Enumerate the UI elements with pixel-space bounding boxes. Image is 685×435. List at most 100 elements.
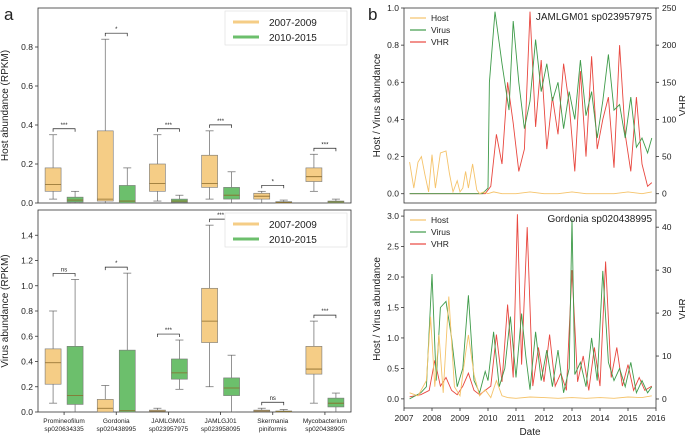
y-axis-label-left: Host / Virus abundance bbox=[372, 257, 383, 361]
x-tick-label: 2016 bbox=[647, 413, 666, 423]
box-2007-2009 bbox=[305, 346, 323, 375]
significance-label: *** bbox=[217, 213, 225, 219]
significance-label: *** bbox=[217, 119, 225, 125]
legend-label: Host bbox=[431, 13, 449, 23]
y-tick-label-left: 0.4 bbox=[387, 114, 399, 124]
box-2007-2009 bbox=[201, 154, 218, 188]
significance-label: * bbox=[272, 179, 275, 185]
series-line-host bbox=[409, 296, 652, 399]
y-tick-label: 0.2 bbox=[21, 159, 33, 169]
panel-label-b: b bbox=[368, 5, 377, 24]
significance-bracket bbox=[52, 273, 76, 277]
y-tick-label-left: 0.5 bbox=[387, 363, 399, 373]
y-tick-label-right: 50 bbox=[662, 152, 672, 162]
legend-label: 2007-2009 bbox=[269, 18, 317, 29]
plot-frame bbox=[403, 209, 657, 409]
significance-label: * bbox=[115, 27, 118, 33]
y-tick-label-right: 10 bbox=[662, 351, 672, 361]
x-tick-label: Mycobacterium bbox=[303, 418, 347, 425]
box-2007-2009 bbox=[44, 348, 62, 385]
y-axis-label: Host abundance (RPKM) bbox=[0, 50, 11, 161]
y-tick-label-left: 3.0 bbox=[387, 211, 399, 221]
y-tick-label-left: 0.6 bbox=[387, 77, 399, 87]
x-tick-label: 2010 bbox=[479, 413, 498, 423]
significance-label: *** bbox=[165, 328, 173, 334]
significance-label: *** bbox=[321, 309, 329, 315]
significance-bracket bbox=[261, 401, 285, 406]
y-tick-label-right: 200 bbox=[662, 40, 676, 50]
y-tick-label-right: 30 bbox=[662, 265, 672, 275]
legend-label: 2010-2015 bbox=[269, 235, 317, 246]
y-tick-label-left: 1.0 bbox=[387, 333, 399, 343]
y-tick-label-left: 1.0 bbox=[387, 3, 399, 13]
x-tick-label: JAMLGM01 bbox=[151, 418, 186, 425]
significance-label: *** bbox=[165, 123, 173, 129]
y-tick-label: 0.8 bbox=[21, 42, 33, 52]
legend-label: VHR bbox=[431, 239, 449, 249]
y-tick-label-left: 2.5 bbox=[387, 242, 399, 252]
significance-bracket bbox=[52, 128, 76, 132]
x-tick-label: 2014 bbox=[591, 413, 610, 423]
x-tick-label: sp020634335 bbox=[44, 426, 84, 433]
box-2010-2015 bbox=[223, 187, 240, 200]
x-tick-label: 2008 bbox=[423, 413, 442, 423]
plot-frame bbox=[37, 7, 352, 204]
significance-bracket bbox=[313, 314, 337, 319]
y-tick-label-left: 0.2 bbox=[387, 152, 399, 162]
x-tick-label: Skermania bbox=[257, 418, 288, 425]
series-line-host bbox=[409, 150, 652, 195]
plot-frame bbox=[403, 7, 657, 204]
x-tick-label: sp023957975 bbox=[149, 426, 189, 433]
y-axis-label-left: Host / Virus abundance bbox=[372, 53, 383, 157]
series-line-virus bbox=[409, 219, 653, 400]
y-tick-label: 0.0 bbox=[21, 198, 33, 208]
y-axis-label-right: VHR bbox=[678, 95, 685, 116]
box-2010-2015 bbox=[223, 377, 240, 396]
legend-frame bbox=[224, 212, 348, 248]
y-tick-label: 0.8 bbox=[21, 306, 33, 316]
y-axis-label: Virus abundance (RPKM) bbox=[0, 254, 11, 367]
y-tick-label-left: 0.0 bbox=[387, 394, 399, 404]
x-tick-label: piniformis bbox=[259, 426, 288, 433]
series-line-vhr bbox=[409, 214, 653, 398]
significance-bracket bbox=[209, 124, 232, 128]
x-tick-label: sp020438995 bbox=[97, 426, 137, 433]
y-tick-label-right: 0 bbox=[662, 394, 667, 404]
y-tick-label: 1.4 bbox=[21, 230, 33, 240]
series-line-vhr bbox=[409, 11, 653, 195]
y-tick-label-right: 150 bbox=[662, 77, 676, 87]
x-tick-label: Promineofilum bbox=[43, 418, 85, 425]
chart-title: JAMLGM01 sp023957975 bbox=[536, 12, 653, 23]
significance-label: ns bbox=[270, 396, 276, 402]
box-2007-2009 bbox=[201, 287, 218, 343]
legend-label: Host bbox=[431, 215, 449, 225]
y-tick-label-right: 0 bbox=[662, 189, 667, 199]
y-tick-label-left: 0.8 bbox=[387, 40, 399, 50]
box-2010-2015 bbox=[66, 346, 84, 405]
series-line-virus bbox=[409, 11, 653, 195]
box-2010-2015 bbox=[66, 196, 84, 203]
x-tick-label: Gordonia bbox=[103, 418, 130, 425]
significance-bracket bbox=[157, 333, 180, 338]
significance-bracket bbox=[261, 184, 285, 189]
x-tick-label: 2012 bbox=[535, 413, 554, 423]
y-tick-label: 0.6 bbox=[21, 331, 33, 341]
virus-boxplot: 0.0 0.2 0.4 0.6 0.8 1.0 1.2 1.4 Virus abundance … bbox=[0, 209, 352, 433]
significance-bracket bbox=[157, 128, 180, 132]
legend-label: VHR bbox=[431, 37, 449, 47]
y-tick-label: 0.2 bbox=[21, 382, 33, 392]
y-axis-label-right: VHR bbox=[678, 298, 685, 319]
x-tick-label: 2009 bbox=[451, 413, 470, 423]
y-tick-label-left: 0.0 bbox=[387, 189, 399, 199]
significance-label: ns bbox=[61, 267, 67, 273]
x-axis-label: Date bbox=[519, 427, 541, 435]
y-tick-label-left: 2.0 bbox=[387, 272, 399, 282]
y-tick-label: 1.0 bbox=[21, 281, 33, 291]
panel-label-a: a bbox=[4, 5, 14, 24]
box-2010-2015 bbox=[118, 185, 136, 204]
x-tick-label: JAMLGJ01 bbox=[205, 418, 238, 425]
legend-label: 2007-2009 bbox=[269, 220, 317, 231]
x-tick-label: 2015 bbox=[619, 413, 638, 423]
box-2007-2009 bbox=[149, 163, 166, 192]
box-2007-2009 bbox=[44, 167, 62, 192]
